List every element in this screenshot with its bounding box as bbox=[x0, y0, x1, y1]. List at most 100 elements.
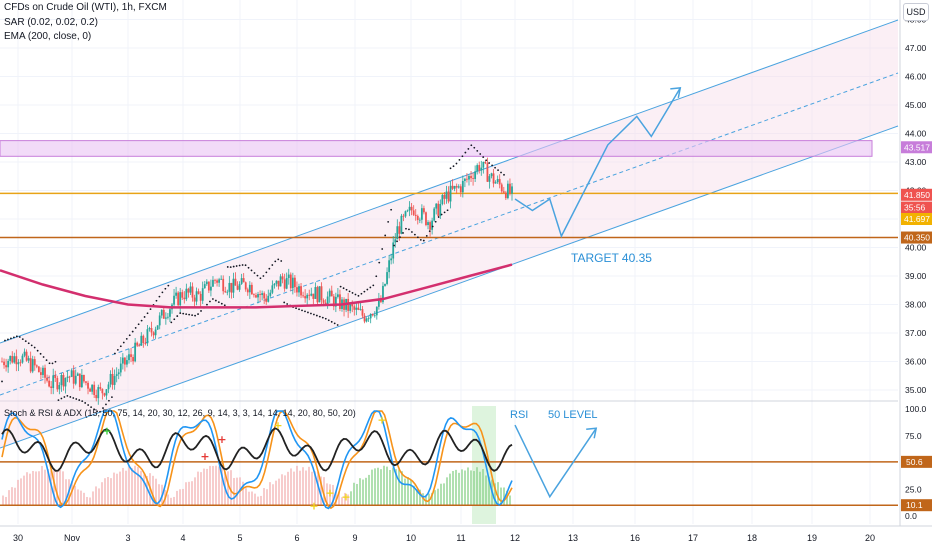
sar-dot bbox=[197, 313, 199, 315]
candle-body bbox=[89, 388, 91, 392]
candle-body bbox=[298, 286, 300, 293]
target-annotation: TARGET 40.35 bbox=[571, 251, 652, 265]
candle-body bbox=[359, 309, 362, 310]
price-label: 43.517 bbox=[904, 142, 930, 152]
sar-dot bbox=[78, 399, 81, 401]
histogram-bar bbox=[311, 471, 313, 505]
candle-body bbox=[220, 278, 223, 280]
sar-dot bbox=[339, 285, 342, 288]
sar-dot bbox=[143, 316, 146, 318]
ema-200-line bbox=[0, 263, 513, 309]
histogram-bar bbox=[107, 477, 109, 505]
sar-dot bbox=[307, 311, 309, 314]
sar-dot bbox=[119, 345, 122, 348]
candle-body bbox=[136, 342, 139, 346]
candle-body bbox=[93, 384, 96, 396]
sar-dot bbox=[155, 299, 158, 302]
price-tick-label: 40.00 bbox=[905, 243, 927, 253]
candle-body bbox=[23, 351, 26, 356]
candle-body bbox=[37, 366, 40, 373]
price-label-box bbox=[901, 141, 932, 154]
price-label: 40.350 bbox=[904, 233, 930, 243]
histogram-bar bbox=[368, 474, 370, 505]
candle-body bbox=[222, 278, 225, 292]
sar-dot bbox=[425, 234, 428, 237]
sar-dot bbox=[235, 265, 238, 267]
histogram-bar bbox=[185, 482, 187, 505]
candle-body bbox=[337, 294, 339, 297]
candle-body bbox=[334, 296, 337, 307]
candle-body bbox=[349, 304, 352, 311]
oscillator-legend[interactable]: Stoch & RSI & ADX (15, 50, 75, 14, 20, 3… bbox=[4, 408, 356, 418]
sar-dot bbox=[66, 395, 69, 397]
sar-dot bbox=[372, 284, 375, 287]
time-tick-label: 30 bbox=[13, 533, 23, 543]
currency-button[interactable]: USD bbox=[903, 3, 929, 21]
histogram-bar bbox=[251, 491, 253, 505]
histogram-bar bbox=[173, 496, 175, 505]
price-tick-label: 39.00 bbox=[905, 271, 927, 281]
candle-body bbox=[76, 373, 79, 376]
sar-legend[interactable]: SAR (0.02, 0.02, 0.2) bbox=[4, 17, 98, 28]
candle-body bbox=[218, 279, 221, 283]
histogram-bar bbox=[155, 478, 157, 505]
candle-body bbox=[367, 318, 370, 320]
histogram-bar bbox=[179, 489, 181, 505]
sar-dot bbox=[232, 265, 235, 268]
candle-body bbox=[293, 277, 296, 288]
histogram-bar bbox=[305, 470, 307, 505]
candle-body bbox=[11, 355, 14, 363]
histogram-bar bbox=[344, 492, 346, 505]
histogram-bar bbox=[8, 490, 10, 505]
sar-dot bbox=[413, 233, 416, 236]
histogram-bar bbox=[125, 470, 127, 505]
sar-dot bbox=[30, 344, 33, 347]
sar-dot bbox=[63, 396, 66, 398]
sar-dot bbox=[18, 336, 21, 338]
histogram-bar bbox=[221, 467, 223, 505]
time-tick-label: 5 bbox=[237, 533, 242, 543]
sar-dot bbox=[277, 258, 280, 261]
candle-body bbox=[99, 387, 102, 389]
histogram-bar bbox=[461, 469, 463, 505]
signal-marker: + bbox=[341, 491, 350, 504]
candle-body bbox=[304, 296, 307, 299]
sar-dot bbox=[185, 313, 188, 316]
histogram-bar bbox=[455, 469, 457, 505]
histogram-bar bbox=[272, 484, 274, 505]
histogram-bar bbox=[380, 469, 382, 505]
candle-body bbox=[308, 294, 311, 296]
oscillator-tick-label: 25.0 bbox=[905, 484, 922, 494]
sar-dot bbox=[312, 313, 315, 316]
histogram-bar bbox=[494, 483, 496, 505]
candle-body bbox=[318, 286, 321, 303]
rsi-projection-path bbox=[514, 424, 597, 499]
candle-body bbox=[40, 372, 42, 375]
sar-dot bbox=[402, 232, 404, 234]
histogram-bar bbox=[26, 472, 28, 505]
sar-dot bbox=[286, 303, 289, 305]
candle-body bbox=[277, 280, 280, 287]
sar-dot bbox=[419, 238, 422, 241]
histogram-bar bbox=[95, 486, 97, 505]
histogram-bar bbox=[167, 494, 169, 505]
candle-body bbox=[248, 284, 251, 293]
sar-dot bbox=[217, 301, 220, 304]
candle-body bbox=[437, 203, 440, 216]
histogram-bar bbox=[188, 481, 190, 505]
candle-body bbox=[351, 304, 354, 307]
sar-dot bbox=[161, 291, 164, 294]
candle-body bbox=[500, 184, 503, 192]
histogram-bar bbox=[278, 478, 280, 505]
histogram-bar bbox=[104, 478, 106, 505]
candle-body bbox=[105, 389, 108, 396]
histogram-bar bbox=[374, 468, 376, 505]
candle-body bbox=[66, 376, 69, 378]
ema-legend[interactable]: EMA (200, close, 0) bbox=[4, 31, 92, 42]
candle-body bbox=[46, 377, 48, 381]
sar-dot bbox=[54, 360, 57, 363]
candle-body bbox=[363, 315, 366, 322]
candle-body bbox=[156, 325, 159, 330]
histogram-bar bbox=[38, 471, 40, 505]
